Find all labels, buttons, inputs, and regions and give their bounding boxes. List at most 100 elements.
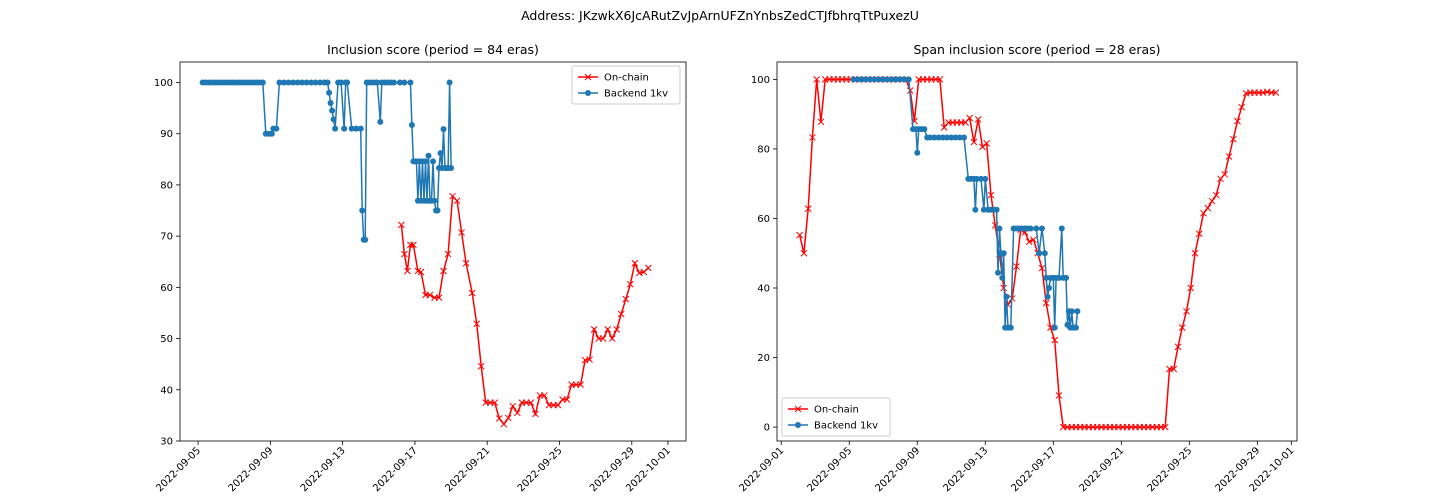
data-point (599, 335, 607, 342)
data-point (626, 280, 634, 288)
data-point (289, 79, 296, 86)
data-point (1055, 392, 1063, 399)
data-point (1195, 230, 1203, 238)
data-point (1036, 250, 1043, 257)
data-point (974, 116, 982, 123)
data-point (344, 79, 351, 86)
data-point (1063, 274, 1070, 281)
legend-entry: Backend 1kv (578, 89, 668, 100)
data-point (577, 381, 584, 389)
y-tick-label: 100 (154, 78, 173, 89)
data-point (473, 320, 481, 328)
data-point (563, 396, 571, 403)
legend-box (571, 65, 681, 105)
y-tick-label: 90 (160, 129, 173, 140)
data-point (327, 99, 334, 106)
data-point (398, 221, 405, 229)
data-point (410, 241, 417, 249)
data-point (622, 295, 630, 303)
data-point (604, 325, 612, 333)
data-point (897, 76, 904, 83)
data-point (332, 125, 339, 132)
data-point (931, 134, 938, 141)
data-point (961, 134, 968, 141)
data-point (1161, 423, 1169, 431)
data-point (477, 362, 485, 370)
data-point (426, 291, 434, 299)
data-point (972, 206, 979, 213)
data-point (357, 125, 364, 132)
data-point (800, 249, 808, 257)
data-point (495, 415, 503, 422)
data-point (871, 76, 878, 83)
data-point (338, 79, 345, 86)
data-point (462, 259, 470, 267)
data-point (644, 264, 652, 272)
y-tick-label: 40 (757, 284, 770, 295)
data-point (914, 149, 921, 156)
data-point (796, 231, 804, 239)
data-point (1041, 250, 1048, 257)
legend-box (781, 397, 891, 437)
data-point (446, 79, 453, 86)
data-point (863, 76, 870, 83)
data-point (995, 269, 1002, 276)
y-tick-label: 60 (757, 214, 770, 225)
data-point (927, 134, 934, 141)
panel-title: Span inclusion score (period = 28 eras) (913, 42, 1160, 57)
data-point (893, 76, 900, 83)
data-point (983, 140, 991, 147)
data-point (1055, 274, 1062, 281)
data-point (554, 401, 562, 409)
data-point (303, 79, 310, 86)
data-point (978, 175, 985, 182)
data-point (1170, 365, 1178, 373)
data-point (993, 206, 1000, 213)
data-point (1043, 274, 1050, 281)
data-point (854, 76, 861, 83)
data-point (527, 399, 535, 406)
data-point (905, 76, 912, 83)
data-point (312, 79, 319, 86)
data-point (407, 241, 414, 249)
data-point (348, 125, 355, 132)
series-backend-1kv (850, 76, 1081, 331)
data-point (374, 79, 381, 86)
data-point (590, 325, 598, 333)
legend-label: Backend 1kv (814, 421, 878, 432)
legend-entry: Backend 1kv (788, 421, 878, 432)
data-point (440, 267, 447, 275)
data-point (458, 229, 465, 236)
data-point (317, 79, 324, 86)
y-tick-label: 80 (757, 144, 770, 155)
data-point (444, 250, 452, 258)
data-point (1058, 225, 1065, 232)
data-point (1174, 343, 1182, 351)
data-point (330, 116, 337, 123)
data-point (1047, 324, 1054, 332)
data-point (1007, 324, 1014, 331)
legend-label: On-chain (814, 405, 859, 416)
data-point (268, 130, 275, 137)
data-point (1272, 89, 1280, 96)
data-point (859, 76, 866, 83)
data-point (1238, 103, 1246, 111)
y-tick-label: 50 (160, 334, 173, 345)
data-point (817, 118, 825, 126)
data-point (294, 79, 301, 86)
plot-frame (776, 61, 1298, 442)
data-point (404, 267, 411, 275)
data-point (617, 310, 625, 318)
data-point (273, 125, 280, 132)
data-point (936, 76, 944, 83)
legend-marker (584, 73, 592, 81)
data-point (401, 79, 408, 86)
data-point (434, 207, 441, 214)
data-point (809, 134, 816, 141)
data-point (453, 197, 461, 205)
data-point (987, 191, 995, 199)
data-point (541, 392, 548, 399)
data-point (341, 125, 348, 132)
data-point (921, 126, 928, 133)
